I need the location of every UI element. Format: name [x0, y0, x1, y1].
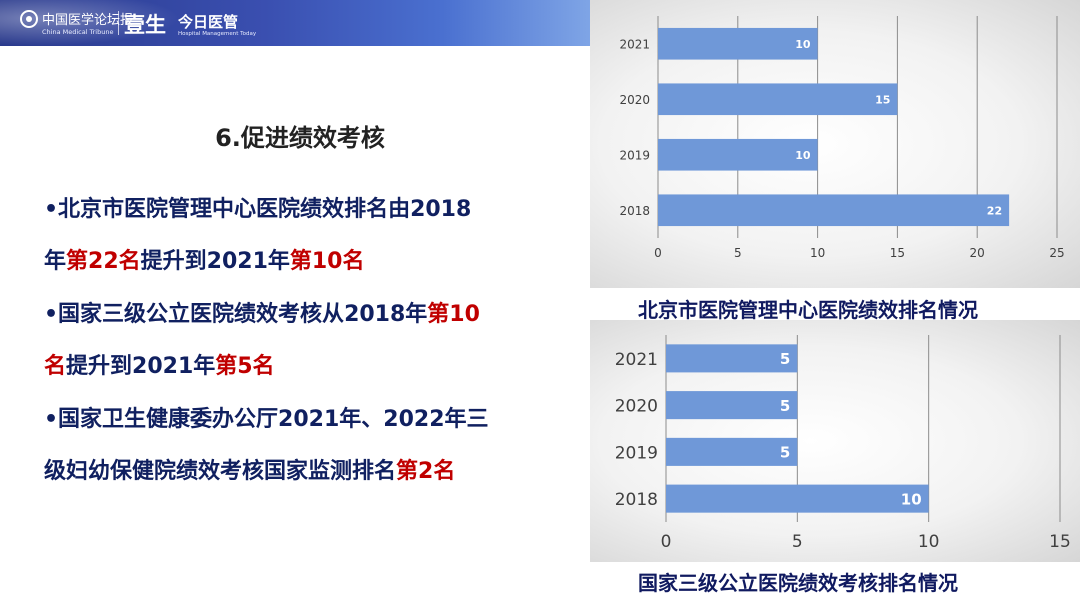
bar — [658, 194, 1010, 227]
bar — [666, 391, 798, 420]
bar-value-label: 10 — [901, 490, 922, 508]
highlight-text: 第10名 — [289, 249, 365, 274]
bar-value-label: 15 — [875, 93, 890, 106]
x-tick-label: 20 — [970, 246, 985, 260]
bullet-text: •国家三级公立医院绩效考核从2018年 — [44, 302, 428, 327]
x-tick-label: 5 — [792, 532, 803, 552]
bullet-text: •北京市医院管理中心医院绩效排名由2018 — [44, 197, 472, 222]
chart-svg: 0 5 10 15 20 25 10 2021 15 2020 10 2019 22 2018 — [619, 16, 1065, 260]
bar — [666, 344, 798, 373]
bar-value-label: 10 — [795, 149, 811, 162]
bullet-text: •国家卫生健康委办公厅2021年、2022年三 — [44, 407, 489, 432]
category-label: 2019 — [619, 148, 650, 162]
bullet-text: 级妇幼保健院绩效考核国家监测排名 — [44, 459, 397, 484]
bar-value-label: 5 — [780, 397, 790, 415]
bullet-line: 级妇幼保健院绩效考核国家监测排名第2名 — [44, 446, 564, 498]
chart-national-caption: 国家三级公立医院绩效考核排名情况 — [638, 571, 958, 595]
chart-beijing: 0 5 10 15 20 25 10 2021 15 2020 10 2019 22 2018 — [590, 0, 1080, 288]
bullet-text: 提升到2021年 — [140, 249, 290, 274]
brand-divider — [118, 11, 119, 35]
x-tick-label: 25 — [1049, 246, 1064, 260]
logo-icon — [20, 10, 38, 28]
category-label: 2021 — [615, 350, 658, 370]
bullet-2: •国家三级公立医院绩效考核从2018年第10 名提升到2021年第5名 — [44, 289, 564, 393]
chart-national: 0 5 10 15 5 2021 5 2020 5 2019 10 2018 — [590, 320, 1080, 562]
brand-today: 今日医管 — [178, 13, 239, 31]
bar-value-label: 5 — [780, 444, 790, 462]
category-label: 2018 — [615, 490, 658, 510]
brand-name-cn: 中国医学论坛报 — [42, 13, 134, 28]
category-label: 2021 — [619, 37, 650, 51]
highlight-text: 名 — [44, 354, 67, 379]
bullet-text: 提升到2021年 — [66, 354, 216, 379]
chart-svg: 0 5 10 15 5 2021 5 2020 5 2019 10 2018 — [615, 335, 1071, 552]
bullet-line: •国家三级公立医院绩效考核从2018年第10 — [44, 289, 564, 341]
highlight-text: 第22名 — [66, 249, 141, 274]
chart-beijing-caption: 北京市医院管理中心医院绩效排名情况 — [638, 298, 978, 322]
brand-name-en: China Medical Tribune — [42, 28, 114, 36]
bullet-3: •国家卫生健康委办公厅2021年、2022年三 级妇幼保健院绩效考核国家监测排名第… — [44, 394, 564, 498]
bullet-line: •北京市医院管理中心医院绩效排名由2018 — [44, 184, 564, 236]
highlight-text: 第10 — [427, 302, 480, 327]
bullet-line: •国家卫生健康委办公厅2021年、2022年三 — [44, 394, 564, 446]
section-title: 6.促进绩效考核 — [215, 124, 385, 152]
x-tick-label: 15 — [890, 246, 905, 260]
x-tick-label: 10 — [810, 246, 825, 260]
bullet-text: 年 — [44, 249, 67, 274]
x-tick-label: 5 — [734, 246, 742, 260]
bar-value-label: 5 — [780, 350, 790, 368]
category-label: 2018 — [619, 204, 650, 218]
bar — [658, 27, 818, 60]
bar — [658, 83, 898, 116]
category-label: 2020 — [615, 397, 658, 417]
highlight-text: 第2名 — [396, 459, 456, 484]
bar — [666, 484, 929, 513]
brand-today-en: Hospital Management Today — [178, 31, 257, 37]
bar-value-label: 10 — [795, 38, 811, 51]
x-tick-label: 0 — [654, 246, 662, 260]
header-banner: 中国医学论坛报 China Medical Tribune 壹生 今日医管 Ho… — [0, 0, 590, 46]
category-label: 2019 — [615, 443, 658, 463]
x-tick-label: 10 — [918, 532, 940, 552]
brand-yisheng: 壹生 — [124, 12, 166, 37]
bullet-line: 年第22名提升到2021年第10名 — [44, 236, 564, 288]
bar — [658, 138, 818, 171]
bar — [666, 437, 798, 466]
category-label: 2020 — [619, 93, 650, 107]
highlight-text: 第5名 — [215, 354, 275, 379]
x-tick-label: 15 — [1049, 532, 1071, 552]
x-tick-label: 0 — [661, 532, 672, 552]
bar-value-label: 22 — [987, 204, 1002, 217]
bullet-line: 名提升到2021年第5名 — [44, 341, 564, 393]
bullet-1: •北京市医院管理中心医院绩效排名由2018 年第22名提升到2021年第10名 — [44, 184, 564, 288]
